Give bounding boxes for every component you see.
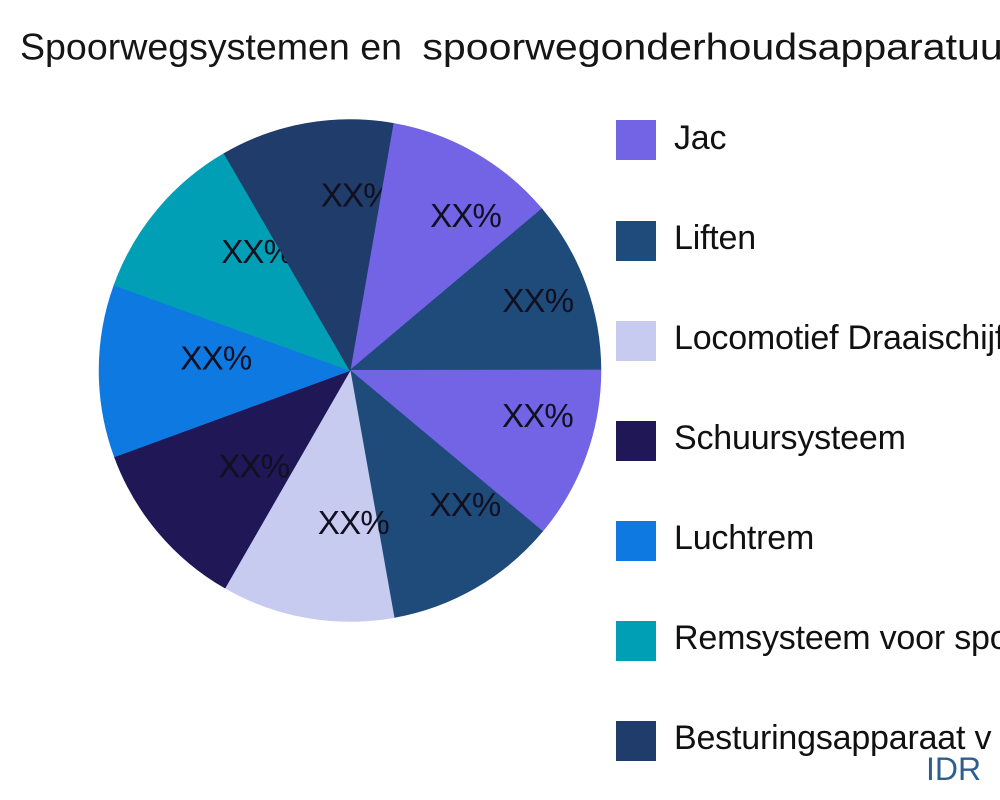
svg-text:XX%: XX% [318,504,389,541]
svg-text:XX%: XX% [502,397,573,434]
svg-text:Spoorwegsystemen en: Spoorwegsystemen en [20,27,402,68]
svg-text:spoorwegonderhoudsapparatuur: spoorwegonderhoudsapparatuur [422,27,1000,68]
svg-text:XX%: XX% [180,340,251,377]
svg-text:XX%: XX% [430,197,501,234]
svg-text:XX%: XX% [502,282,573,319]
svg-text:XX%: XX% [218,448,289,485]
svg-text:XX%: XX% [430,486,501,523]
